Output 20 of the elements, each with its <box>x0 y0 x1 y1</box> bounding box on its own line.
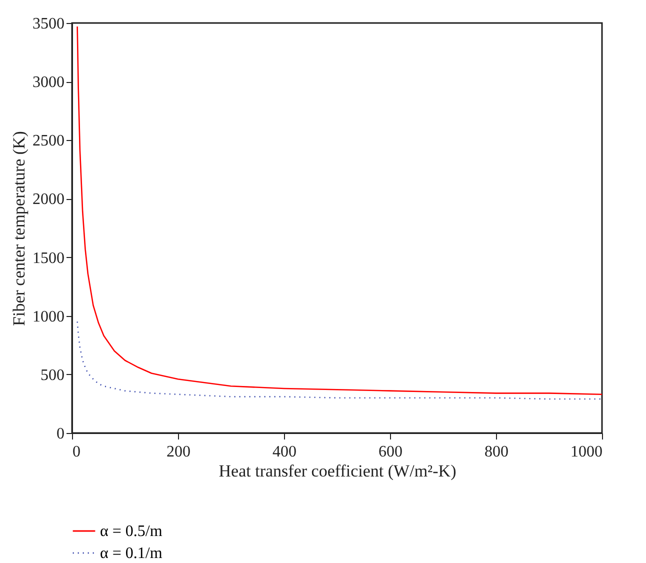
y-tick-label: 3000 <box>32 74 64 92</box>
x-tick-label: 600 <box>378 444 402 460</box>
x-tick-label: 200 <box>166 444 190 460</box>
line-series <box>76 26 603 395</box>
y-tick-label: 0 <box>56 426 64 442</box>
x-axis-title: Heat transfer coefficient (W/m²-K) <box>218 462 456 480</box>
legend-label: α = 0.1/m <box>100 545 163 562</box>
line-series <box>76 321 603 400</box>
x-tick-label: 800 <box>484 444 508 460</box>
x-tick-label: 0 <box>72 444 80 460</box>
y-tick-label: 3500 <box>32 16 64 32</box>
y-tick-label: 500 <box>40 366 64 384</box>
x-tick-label: 1000 <box>570 444 602 460</box>
y-tick-label: 2000 <box>32 191 64 208</box>
y-tick-label: 1000 <box>32 308 64 326</box>
y-axis-title: Fiber center temperature (K) <box>10 131 28 326</box>
y-tick-label: 2500 <box>32 132 64 150</box>
x-tick-label: 400 <box>272 444 296 460</box>
y-tick-label: 1500 <box>32 250 64 267</box>
legend-label: α = 0.5/m <box>100 523 163 540</box>
